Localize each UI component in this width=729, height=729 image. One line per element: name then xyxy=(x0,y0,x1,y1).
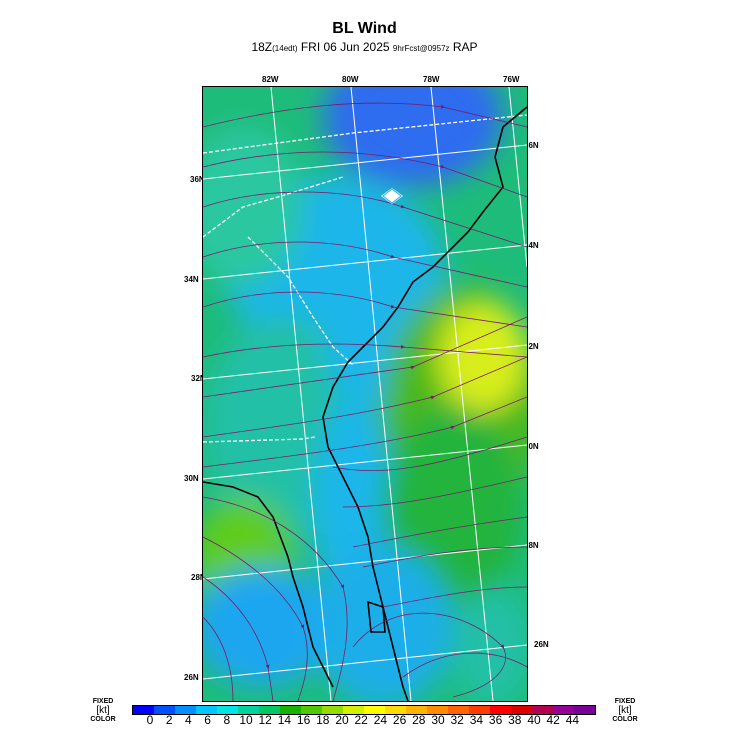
colorbar-segment xyxy=(469,706,490,714)
lat-label-left-28n: 28N xyxy=(191,573,206,582)
colorbar-tick-label: 32 xyxy=(450,713,464,727)
colorbar-segment xyxy=(406,706,427,714)
colorbar-tick-label: 22 xyxy=(354,713,368,727)
colorbar-ticks: 0 2 4 6 8 10 12 14 16 18 20 22 24 26 28 30 32 34 36 38 40 42 4… xyxy=(132,713,594,727)
colorbar-segment xyxy=(385,706,406,714)
colorbar-segment xyxy=(427,706,448,714)
colorbar-tick-label: 34 xyxy=(469,713,484,727)
colorbar-segment xyxy=(259,706,280,714)
lon-label-82w: 82W xyxy=(262,75,279,84)
colorbar xyxy=(132,705,596,715)
colorbar-tick-label: 8 xyxy=(223,713,231,727)
colorbar-tick-label: 44 xyxy=(565,713,580,727)
map-subtitle: 18Z(14edt) FRI 06 Jun 2025 9hrFcst@0957z… xyxy=(0,40,729,54)
lat-label-right-36n: 36N xyxy=(524,141,539,150)
colorbar-segment xyxy=(511,706,532,714)
colorbar-tick-label: 0 xyxy=(146,713,154,727)
colorbar-tick-label: 20 xyxy=(335,713,349,727)
colorbar-tick-label: 26 xyxy=(392,713,407,727)
colorbar-segment xyxy=(196,706,217,714)
colorbar-tick-label: 18 xyxy=(316,713,330,727)
colorbar-segment xyxy=(280,706,301,714)
colorbar-tick-label: 16 xyxy=(296,713,311,727)
colorbar-tick-label: 2 xyxy=(165,713,173,727)
colorbar-segment xyxy=(154,706,175,714)
lat-label-left-34n: 34N xyxy=(184,275,199,284)
colorbar-tick-label: 6 xyxy=(204,713,211,727)
colorbar-segment xyxy=(364,706,385,714)
lat-label-left-30n: 30N xyxy=(184,474,199,483)
left-label-color: COLOR xyxy=(90,716,116,723)
colorbar-tick-label: 42 xyxy=(546,713,560,727)
model-name: RAP xyxy=(452,40,478,54)
colorbar-segment xyxy=(490,706,511,714)
colorbar-tick-label: 38 xyxy=(508,713,522,727)
colorbar-tick-label: 24 xyxy=(373,713,388,727)
location-marker xyxy=(381,188,403,204)
colorbar-segment xyxy=(532,706,553,714)
local-time: (14edt) xyxy=(272,44,298,53)
lat-label-right-30n: 30N xyxy=(524,442,539,451)
map-title: BL Wind xyxy=(332,20,397,37)
wind-streamlines xyxy=(203,102,527,701)
state-borders xyxy=(203,114,527,443)
wind-speed-fill xyxy=(203,87,527,701)
wind-map[interactable] xyxy=(202,86,528,702)
colorbar-segment xyxy=(553,706,574,714)
colorbar-segment xyxy=(322,706,343,714)
right-label-color: COLOR xyxy=(612,716,638,723)
right-label-unit: [kt] xyxy=(618,705,632,716)
lat-label-left-32n: 32N xyxy=(191,374,206,383)
colorbar-tick-label: 30 xyxy=(431,713,445,727)
colorbar-segment xyxy=(175,706,196,714)
coastline xyxy=(203,106,527,701)
colorbar-tick-label: 10 xyxy=(239,713,253,727)
lon-label-76w: 76W xyxy=(503,75,520,84)
lat-label-right-32n: 32N xyxy=(524,342,539,351)
valid-time: 18Z xyxy=(251,40,273,54)
colorbar-segment xyxy=(574,706,595,714)
lat-label-right-26n: 26N xyxy=(534,640,549,649)
colorbar-left-label: FIXED [kt] COLOR xyxy=(88,698,118,724)
lat-label-left-36n: 36N xyxy=(190,175,205,184)
lon-label-80w: 80W xyxy=(342,75,359,84)
left-label-unit: [kt] xyxy=(96,705,110,716)
wind-map-canvas xyxy=(203,87,527,701)
colorbar-segment xyxy=(217,706,238,714)
colorbar-tick-label: 36 xyxy=(488,713,503,727)
lon-label-78w: 78W xyxy=(423,75,440,84)
colorbar-tick-label: 40 xyxy=(527,713,541,727)
valid-date: FRI 06 Jun 2025 xyxy=(300,40,390,54)
colorbar-tick-label: 12 xyxy=(258,713,272,727)
left-label-fixed: FIXED xyxy=(92,698,114,705)
colorbar-segment xyxy=(133,706,154,714)
lat-label-right-28n: 28N xyxy=(524,541,539,550)
colorbar-segment xyxy=(301,706,322,714)
colorbar-segment xyxy=(238,706,259,714)
lat-label-right-34n: 34N xyxy=(524,241,539,250)
colorbar-right-label: FIXED [kt] COLOR xyxy=(608,698,642,724)
colorbar-segment xyxy=(343,706,364,714)
colorbar-tick-label: 14 xyxy=(277,713,292,727)
forecast-info: 9hrFcst@0957z xyxy=(392,44,450,53)
lat-label-left-26n: 26N xyxy=(184,673,199,682)
graticule xyxy=(203,87,527,701)
colorbar-segment xyxy=(448,706,469,714)
right-label-fixed: FIXED xyxy=(614,698,636,705)
colorbar-tick-label: 28 xyxy=(412,713,426,727)
colorbar-tick-label: 4 xyxy=(185,713,192,727)
